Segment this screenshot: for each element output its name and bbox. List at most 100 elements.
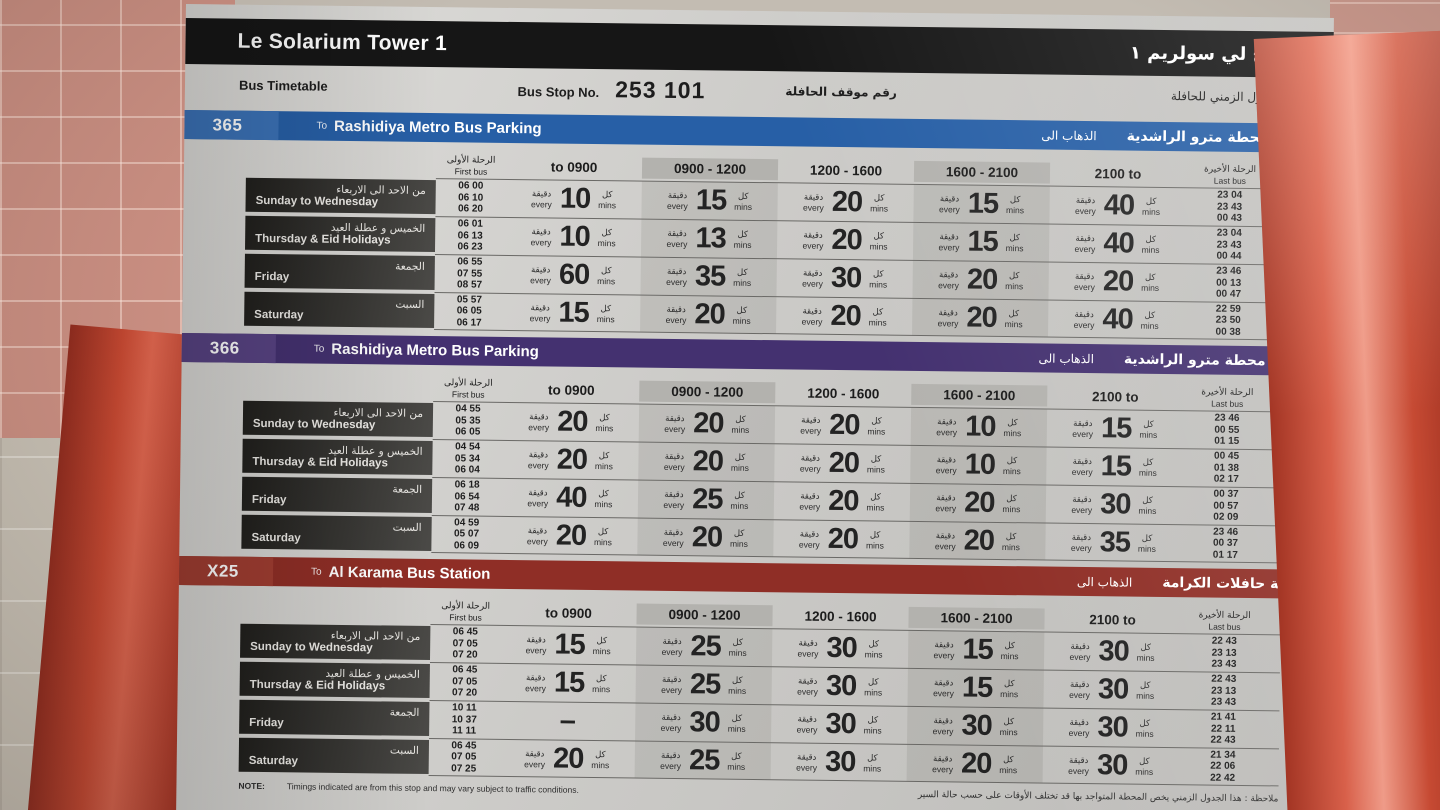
every-label: دقيقة every [665,304,687,325]
every-label: دقيقة every [529,302,551,323]
day-label: الخميس و عطلة العيد Thursday & Eid Holida… [239,661,430,699]
every-label: دقيقة every [934,530,956,551]
frequency-value: 15 [967,187,999,220]
every-label: دقيقة every [1069,679,1090,701]
first-bus-times: 06 00 06 10 06 20 [457,180,484,215]
timetable-rows: من الاحد الى الاربعاء Sunday to Wednesday… [182,175,1332,341]
every-label: دقيقة every [1070,532,1092,553]
route-number-badge: 365 [184,109,279,141]
mins-label: كل mins [1000,679,1019,700]
go-to-label-arabic: الذهاب الى [1041,127,1097,143]
every-label: دقيقة every [530,265,551,286]
frequency-value: 15 [967,225,998,258]
bus-stop-no-label-arabic: رقم موقف الحافلة [785,84,897,100]
day-label-english: Sunday to Wednesday [255,194,379,208]
frequency-value: 10 [559,182,591,215]
mins-label: كل mins [728,675,747,696]
first-bus-times: 06 45 07 05 07 20 [452,626,478,661]
every-label: دقيقة every [661,674,682,696]
frequency-cell: دقيقة every 30 كل mins [1043,671,1179,710]
frequency-value: 20 [557,405,588,438]
day-label: الجمعة Friday [241,476,433,514]
frequency-cell: دقيقة every 30 كل mins [771,667,907,706]
frequency-value: 15 [1100,450,1132,483]
note-text: Timings indicated are from this stop and… [286,781,579,795]
every-label: دقيقة every [524,748,546,769]
frequency-value: 25 [688,743,720,777]
every-label: دقيقة every [1068,717,1090,739]
frequency-value: 20 [555,519,587,552]
day-label: من الاحد الى الاربعاء Sunday to Wednesday [245,177,436,215]
first-bus-times: 06 45 07 05 07 20 [452,664,478,699]
frequency-cell: دقيقة every 20 كل mins [499,740,635,778]
frequency-cell: دقيقة every 20 كل mins [640,295,777,334]
frequency-cell: دقيقة every 15 كل mins [907,630,1045,670]
day-label: السبت Saturday [241,514,432,552]
time-band-header: to 0900 [550,159,598,176]
day-label: الجمعة Friday [244,253,435,291]
route-sections: 365 To Rashidiya Metro Bus Parking الذهاب ا… [177,109,1333,787]
frequency-cell: دقيقة every 25 كل mins [637,480,775,520]
mins-label: كل mins [1000,641,1019,662]
every-label: دقيقة every [664,413,686,435]
time-band-header: 0900 - 1200 [636,603,773,627]
mins-label: كل mins [734,191,753,212]
time-band-header: 2100 to [1094,166,1142,182]
last-bus-times: 23 46 00 37 01 17 [1212,526,1239,561]
frequency-cell: دقيقة every 30 كل mins [1046,486,1182,525]
every-label: دقيقة every [938,270,959,291]
every-label: دقيقة every [527,488,549,509]
timetable-rows: من الاحد الى الاربعاء Sunday to Wednesday… [179,398,1329,564]
mins-label: كل mins [1135,718,1154,739]
every-label: دقيقة every [932,716,954,737]
frequency-value: 15 [695,184,727,217]
frequency-cell: دقيقة every 20 كل mins [637,518,774,557]
mins-label: كل mins [1135,756,1154,777]
frequency-value: 30 [825,707,856,741]
last-bus-header: الرحلة الأخيرة Last bus [1201,387,1254,409]
frequency-value: 20 [966,263,998,296]
first-bus-header: الرحلة الأولى First bus [441,601,491,623]
frequency-cell: دقيقة every 25 كل mins [635,665,772,705]
mins-label: كل mins [596,303,615,324]
frequency-cell: دقيقة every 10 كل mins [910,445,1047,485]
mins-label: كل mins [592,674,611,695]
frequency-cell: دقيقة every 15 كل mins [913,184,1050,224]
mins-label: كل mins [869,231,888,252]
route-section-365: 365 To Rashidiya Metro Bus Parking الذهاب ا… [182,109,1333,341]
frequency-cell: دقيقة every 20 كل mins [777,221,913,260]
every-label: دقيقة every [661,636,683,658]
frequency-cell: دقيقة every 10 كل mins [910,407,1048,447]
every-label: دقيقة every [801,306,823,327]
first-bus-times: 06 18 06 54 07 48 [454,479,480,514]
bus-timetable-label: Bus Timetable [238,77,328,94]
mins-label: كل mins [868,306,887,328]
frequency-value: 30 [1097,673,1129,706]
mins-label: كل mins [1138,495,1157,516]
every-label: دقيقة every [797,676,818,697]
frequency-cell: دقيقة every 20 كل mins [906,744,1043,783]
mins-label: كل mins [865,529,885,551]
every-label: دقيقة every [798,529,820,550]
mins-label: كل mins [728,637,747,658]
frequency-cell: دقيقة every 20 كل mins [774,444,910,483]
every-label: دقيقة every [932,753,954,774]
day-label: الجمعة Friday [239,699,430,737]
mins-label: كل mins [593,526,613,547]
frequency-cell: دقيقة every 10 كل mins [505,218,641,257]
day-label: من الاحد الى الاربعاء Sunday to Wednesday [242,400,434,438]
bus-stop-number: 253 101 [615,75,706,103]
frequency-value: 30 [824,745,856,778]
every-label: دقيقة every [660,712,682,734]
day-label-english: Saturday [248,754,299,767]
time-band-header: 1200 - 1600 [807,385,880,402]
first-bus-times: 10 11 10 37 11 11 [451,702,477,737]
every-label: دقيقة every [937,307,959,328]
time-band-header: 0900 - 1200 [639,380,776,404]
frequency-cell: – [499,702,635,741]
every-label: دقيقة every [1069,641,1091,663]
frequency-cell: دقيقة every 60 كل mins [504,256,640,295]
every-label: دقيقة every [1074,271,1095,293]
first-bus-times: 06 01 06 13 06 23 [457,218,483,253]
frequency-value: 10 [964,448,996,481]
